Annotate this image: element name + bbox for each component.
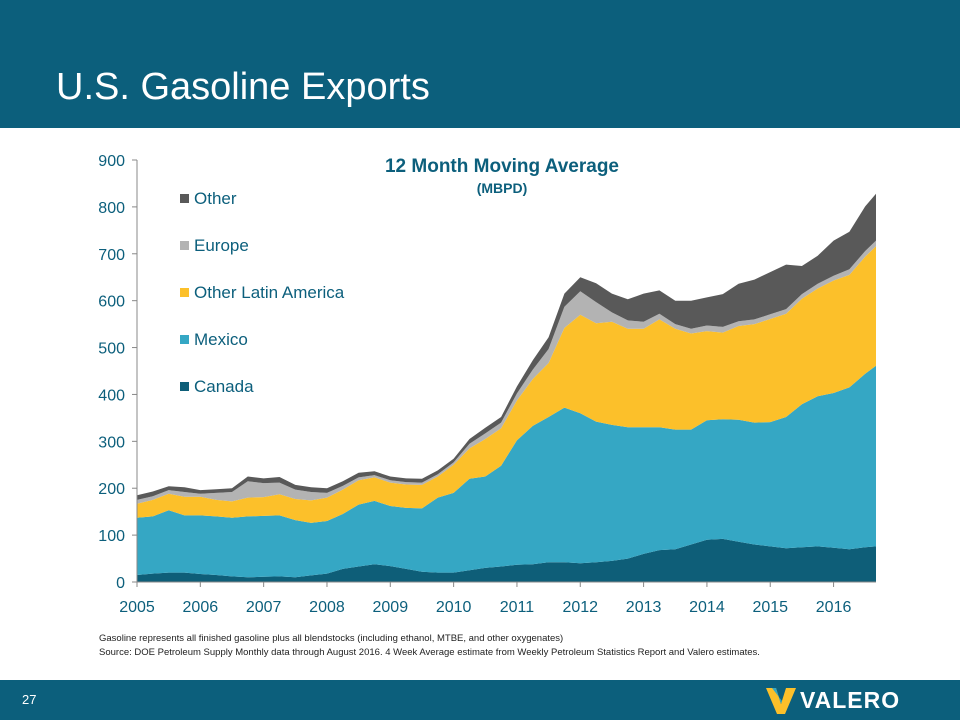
valero-logo: VALERO bbox=[764, 684, 914, 716]
footnote-source: Source: DOE Petroleum Supply Monthly dat… bbox=[99, 647, 760, 658]
y-tick-label: 900 bbox=[98, 153, 125, 170]
x-tick-label: 2006 bbox=[183, 599, 219, 616]
header-bar: U.S. Gasoline Exports bbox=[0, 0, 960, 128]
legend-swatch-other bbox=[180, 194, 189, 203]
legend-label-canada: Canada bbox=[194, 377, 254, 396]
x-tick-label: 2015 bbox=[752, 599, 788, 616]
x-tick-label: 2007 bbox=[246, 599, 282, 616]
footer-bar: 27 VALERO bbox=[0, 680, 960, 720]
y-tick-label: 300 bbox=[98, 434, 125, 451]
area-series-group bbox=[137, 193, 876, 582]
legend-swatch-other-latin-america bbox=[180, 288, 189, 297]
legend-label-other: Other bbox=[194, 189, 237, 208]
y-tick-label: 100 bbox=[98, 528, 125, 545]
page-title: U.S. Gasoline Exports bbox=[56, 66, 430, 108]
legend-swatch-europe bbox=[180, 241, 189, 250]
x-tick-label: 2016 bbox=[816, 599, 852, 616]
legend-label-other-latin-america: Other Latin America bbox=[194, 283, 345, 302]
y-tick-label: 500 bbox=[98, 341, 125, 358]
page-number: 27 bbox=[22, 692, 37, 707]
legend-label-mexico: Mexico bbox=[194, 330, 248, 349]
x-tick-label: 2011 bbox=[500, 599, 535, 616]
area-series-other-latin-america bbox=[137, 246, 876, 523]
footnotes: Gasoline represents all finished gasolin… bbox=[99, 632, 919, 660]
chart-subtitle: (MBPD) bbox=[477, 180, 528, 196]
y-tick-label: 200 bbox=[98, 481, 125, 498]
y-tick-label: 600 bbox=[98, 294, 125, 311]
x-tick-label: 2009 bbox=[373, 599, 409, 616]
x-tick-label: 2014 bbox=[689, 599, 725, 616]
x-tick-label: 2010 bbox=[436, 599, 472, 616]
chart-title: 12 Month Moving Average bbox=[385, 156, 619, 177]
axes-group: 0 100 200 300 400 500 600 700 800 900 2005 2006 2007… bbox=[98, 153, 876, 616]
valero-v-icon bbox=[766, 688, 796, 714]
legend-label-europe: Europe bbox=[194, 236, 249, 255]
x-tick-label: 2005 bbox=[119, 599, 155, 616]
y-tick-label: 0 bbox=[116, 575, 125, 592]
area-series-canada bbox=[137, 538, 876, 582]
y-tick-label: 800 bbox=[98, 200, 125, 217]
x-tick-label: 2013 bbox=[626, 599, 662, 616]
legend-swatch-canada bbox=[180, 382, 189, 391]
y-tick-label: 700 bbox=[98, 247, 125, 264]
legend: Other Europe Other Latin America Mexico Cana… bbox=[180, 189, 345, 396]
footnote-definition: Gasoline represents all finished gasolin… bbox=[99, 633, 564, 644]
legend-swatch-mexico bbox=[180, 335, 189, 344]
logo-text: VALERO bbox=[800, 687, 901, 713]
x-tick-label: 2012 bbox=[562, 599, 598, 616]
stacked-area-chart: 0 100 200 300 400 500 600 700 800 900 2005 2006 2007… bbox=[98, 153, 876, 616]
x-tick-label: 2008 bbox=[309, 599, 345, 616]
area-series-mexico bbox=[137, 365, 876, 578]
y-tick-label: 400 bbox=[98, 387, 125, 404]
